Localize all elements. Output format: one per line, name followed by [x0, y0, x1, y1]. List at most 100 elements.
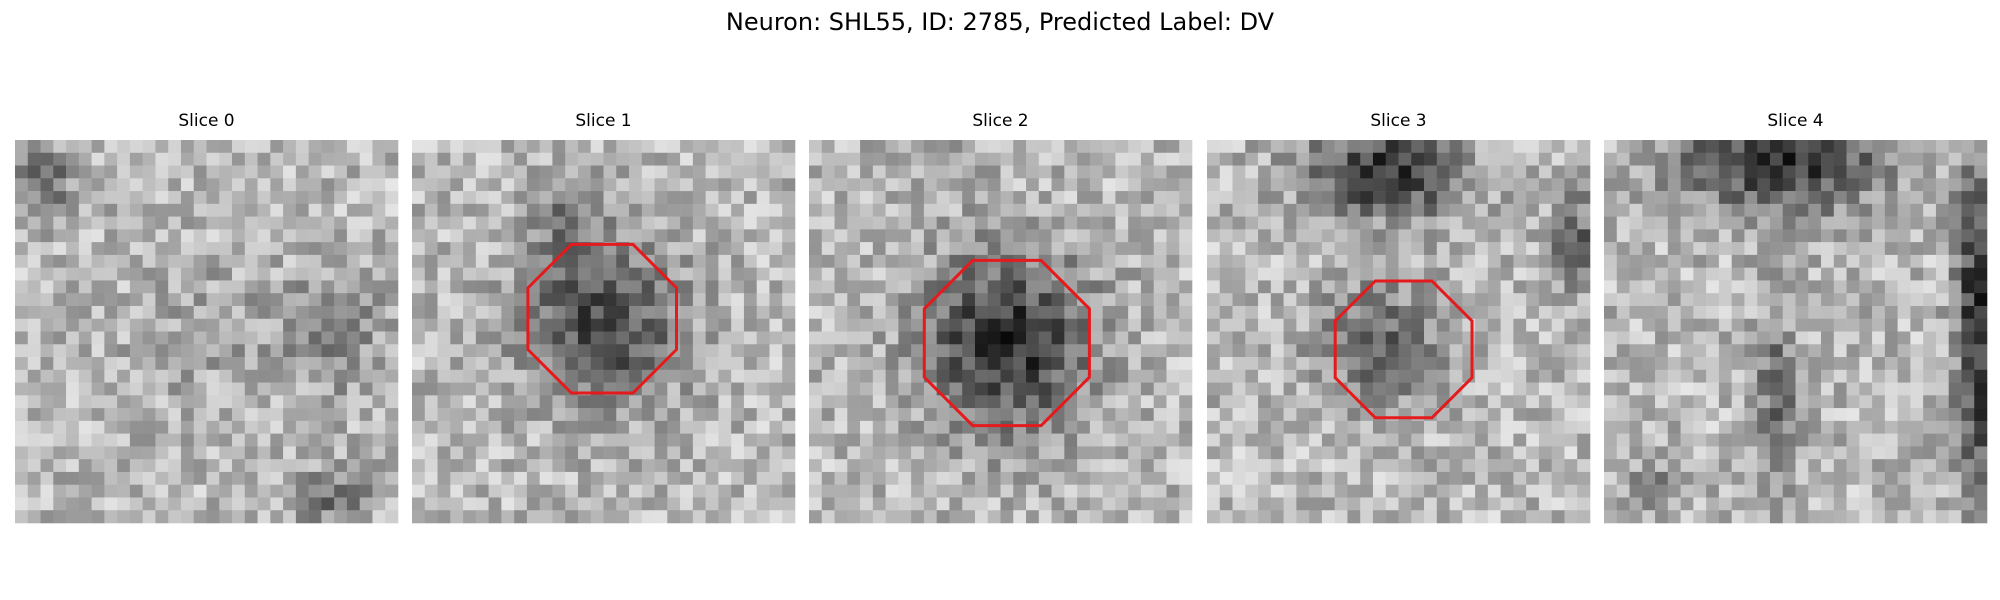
- pixel: [1089, 165, 1103, 179]
- pixel: [1616, 293, 1630, 307]
- pixel: [1372, 191, 1387, 205]
- pixel: [463, 484, 477, 498]
- pixel: [1140, 318, 1154, 332]
- pixel: [1309, 331, 1323, 345]
- pixel: [782, 191, 796, 205]
- pixel: [1089, 178, 1103, 192]
- pixel: [437, 203, 451, 217]
- pixel: [1910, 203, 1924, 217]
- pixel: [1372, 459, 1387, 473]
- pixel: [1744, 382, 1758, 396]
- pixel: [180, 305, 195, 320]
- pixel: [1961, 305, 1975, 320]
- pixel: [1283, 140, 1297, 154]
- pixel: [129, 382, 143, 396]
- pixel: [1166, 140, 1180, 154]
- pixel: [898, 369, 912, 383]
- pixel: [526, 420, 540, 434]
- pixel: [1821, 471, 1835, 485]
- pixel: [346, 395, 360, 409]
- pixel: [641, 433, 655, 447]
- pixel: [1436, 267, 1450, 281]
- pixel: [206, 484, 220, 498]
- pixel: [1629, 497, 1643, 511]
- pixel: [769, 433, 783, 447]
- pixel: [1000, 165, 1014, 179]
- pixel: [654, 191, 668, 205]
- pixel: [155, 254, 169, 268]
- pixel: [1000, 369, 1014, 383]
- pixel: [1577, 471, 1591, 485]
- pixel: [821, 178, 835, 192]
- pixel: [1334, 420, 1348, 434]
- pixel: [1744, 318, 1758, 332]
- pixel: [526, 152, 540, 166]
- pixel: [1232, 305, 1246, 320]
- pixel: [424, 459, 438, 473]
- pixel: [53, 369, 67, 383]
- pixel: [53, 305, 67, 320]
- pixel: [974, 331, 989, 345]
- pixel: [142, 318, 156, 332]
- pixel: [219, 331, 233, 345]
- pixel: [1884, 408, 1898, 422]
- pixel: [66, 140, 80, 154]
- pixel: [283, 203, 297, 217]
- pixel: [936, 484, 950, 498]
- pixel: [1655, 344, 1669, 358]
- pixel: [1769, 459, 1784, 473]
- pixel: [1321, 267, 1335, 281]
- pixel: [1153, 242, 1167, 256]
- pixel: [1526, 459, 1540, 473]
- pixel: [193, 369, 207, 383]
- pixel: [821, 395, 835, 409]
- pixel: [1564, 382, 1578, 396]
- pixel: [1102, 471, 1116, 485]
- pixel: [1089, 497, 1103, 511]
- pixel: [1884, 382, 1898, 396]
- pixel: [987, 459, 1001, 473]
- pixel: [1910, 395, 1924, 409]
- pixel: [898, 267, 912, 281]
- pixel: [860, 305, 874, 320]
- pixel: [1706, 140, 1720, 154]
- pixel: [539, 382, 553, 396]
- pixel: [872, 395, 886, 409]
- pixel: [1642, 178, 1656, 192]
- pixel: [53, 191, 67, 205]
- pixel: [616, 191, 630, 205]
- pixel: [180, 408, 195, 422]
- pixel: [359, 484, 373, 498]
- pixel: [1667, 484, 1681, 498]
- pixel: [1782, 305, 1796, 320]
- pixel: [1232, 344, 1246, 358]
- pixel: [1411, 203, 1425, 217]
- pixel: [450, 433, 464, 447]
- pixel: [104, 369, 118, 383]
- pixel: [1935, 331, 1949, 345]
- pixel: [1693, 510, 1707, 524]
- pixel: [872, 459, 886, 473]
- pixel: [1897, 318, 1911, 332]
- pixel: [15, 395, 29, 409]
- pixel: [501, 318, 515, 332]
- pixel: [782, 382, 796, 396]
- pixel: [1821, 203, 1835, 217]
- pixel: [809, 305, 823, 320]
- pixel: [1487, 229, 1501, 243]
- pixel: [834, 203, 848, 217]
- pixel: [1153, 344, 1167, 358]
- pixel: [1821, 510, 1835, 524]
- pixel: [1642, 459, 1656, 473]
- pixel: [40, 254, 54, 268]
- pixel: [577, 140, 592, 154]
- pixel: [1140, 382, 1154, 396]
- pixel: [1564, 229, 1578, 243]
- pixel: [206, 280, 220, 294]
- pixel: [1449, 369, 1463, 383]
- pixel: [1283, 357, 1297, 371]
- pixel: [219, 229, 233, 243]
- pixel: [53, 446, 67, 460]
- pixel: [1372, 382, 1387, 396]
- pixel: [155, 305, 169, 320]
